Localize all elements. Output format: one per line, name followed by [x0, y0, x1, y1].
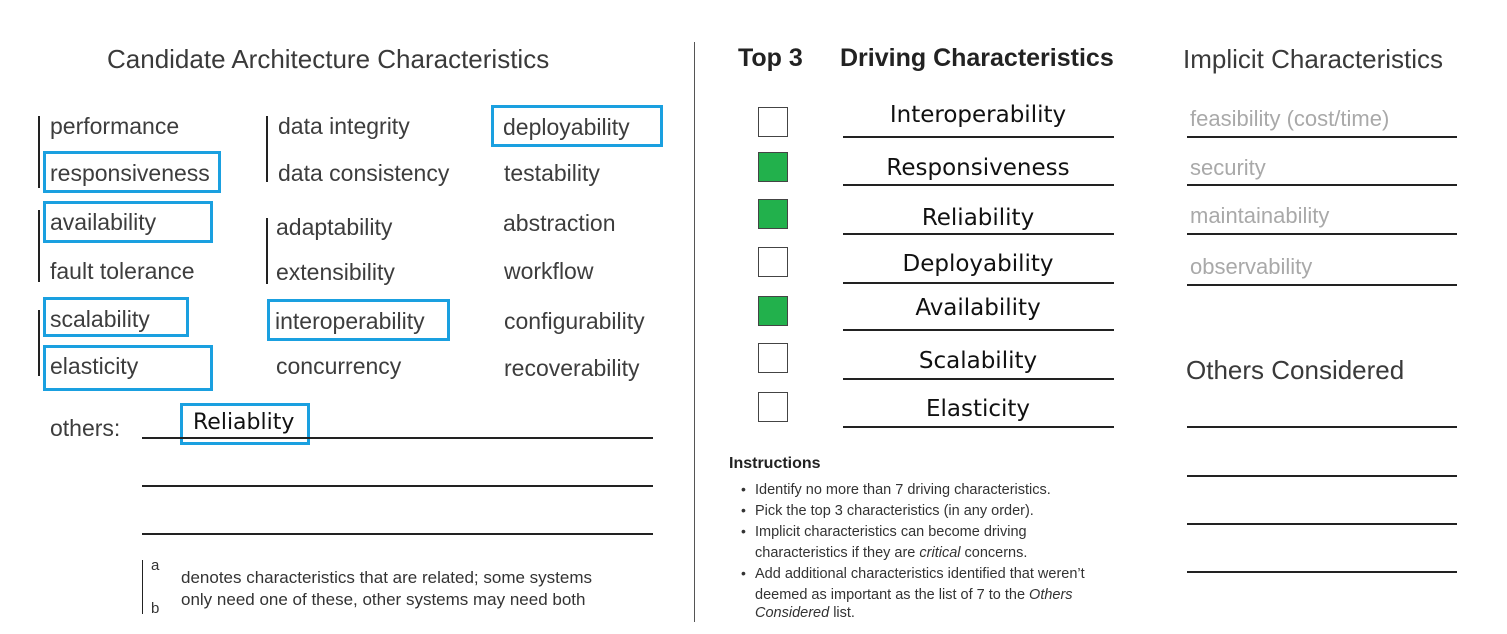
- term-interoperability: interoperability: [275, 308, 425, 334]
- section-divider: [694, 42, 695, 622]
- top3-checkbox-3[interactable]: [758, 199, 788, 229]
- highlight-scalability: [43, 297, 189, 337]
- instruction-1: Identify no more than 7 driving characte…: [755, 482, 1051, 498]
- driving-line-6: [843, 378, 1114, 380]
- term-concurrency: concurrency: [276, 353, 402, 379]
- bullet-4: •: [741, 565, 746, 581]
- related-bar-adapt-extens: [266, 218, 268, 284]
- term-performance: performance: [50, 113, 180, 139]
- driving-item-2: Responsiveness: [886, 155, 1070, 181]
- others-considered-title: Others Considered: [1186, 355, 1405, 385]
- term-abstraction: abstraction: [503, 210, 616, 236]
- implicit-title: Implicit Characteristics: [1183, 44, 1444, 74]
- term-fault-tolerance: fault tolerance: [50, 258, 195, 284]
- top3-checkbox-7[interactable]: [758, 392, 788, 422]
- top3-checkbox-2[interactable]: [758, 152, 788, 182]
- driving-line-5: [843, 329, 1114, 331]
- term-recoverability: recoverability: [504, 355, 640, 381]
- others-considered-line-1: [1187, 426, 1457, 428]
- term-extensibility: extensibility: [276, 259, 395, 285]
- term-configurability: configurability: [504, 308, 645, 334]
- bullet-1: •: [741, 481, 746, 497]
- term-data-consistency: data consistency: [278, 160, 450, 186]
- footnote-a: a: [151, 557, 160, 574]
- related-bar-avail-fault: [38, 210, 40, 282]
- implicit-line-1: [1187, 136, 1457, 138]
- others-line-3: [142, 533, 653, 535]
- footnote-bar: [142, 560, 143, 614]
- others-considered-line-3: [1187, 523, 1457, 525]
- top3-checkbox-1[interactable]: [758, 107, 788, 137]
- term-adaptability: adaptability: [276, 214, 393, 240]
- driving-line-4: [843, 282, 1114, 284]
- footnote-b: b: [151, 600, 160, 617]
- term-availability: availability: [50, 209, 157, 235]
- highlight-responsiveness: [43, 151, 221, 193]
- implicit-line-2: [1187, 184, 1457, 186]
- instructions-title: Instructions: [729, 455, 821, 472]
- instruction-2: Pick the top 3 characteristics (in any o…: [755, 503, 1034, 519]
- related-bar-scal-elast: [38, 310, 40, 376]
- top3-label: Top 3: [738, 44, 803, 72]
- top3-checkbox-4[interactable]: [758, 247, 788, 277]
- candidate-title: Candidate Architecture Characteristics: [107, 44, 550, 74]
- instruction-4-line-3: Considered list.: [755, 605, 855, 621]
- implicit-item-1: feasibility (cost/time): [1190, 106, 1390, 131]
- driving-item-4: Deployability: [902, 251, 1054, 277]
- implicit-item-3: maintainability: [1190, 203, 1330, 228]
- others-label: others:: [50, 415, 121, 441]
- highlight-elasticity: [43, 345, 213, 391]
- highlight-deployability: [491, 105, 663, 147]
- footnote-line-1: denotes characteristics that are related…: [181, 568, 593, 587]
- implicit-line-3: [1187, 233, 1457, 235]
- term-elasticity: elasticity: [50, 353, 139, 379]
- others-line-2: [142, 485, 653, 487]
- highlight-availability: [43, 201, 213, 243]
- top3-checkbox-5[interactable]: [758, 296, 788, 326]
- driving-item-3: Reliability: [921, 205, 1035, 231]
- instruction-4-line-1: Add additional characteristics identifie…: [755, 566, 1085, 582]
- driving-line-1: [843, 136, 1114, 138]
- implicit-line-4: [1187, 284, 1457, 286]
- highlight-interoperability: [267, 299, 450, 341]
- others-considered-line-2: [1187, 475, 1457, 477]
- driving-title: Driving Characteristics: [840, 44, 1114, 72]
- term-data-integrity: data integrity: [278, 113, 410, 139]
- driving-line-2: [843, 184, 1114, 186]
- driving-item-7: Elasticity: [925, 396, 1031, 422]
- related-bar-integrity-consistency: [266, 116, 268, 182]
- term-scalability: scalability: [50, 306, 150, 332]
- others-value: Reliablity: [193, 410, 295, 435]
- instruction-3-line-2: characteristics if they are critical con…: [755, 545, 1028, 561]
- term-deployability: deployability: [503, 114, 630, 140]
- related-bar-perf-resp: [38, 116, 40, 188]
- bullet-2: •: [741, 502, 746, 518]
- instruction-4-line-2: deemed as important as the list of 7 to …: [755, 587, 1073, 603]
- driving-line-7: [843, 426, 1114, 428]
- implicit-item-2: security: [1190, 155, 1266, 180]
- others-line-1: [142, 437, 653, 439]
- bullet-3: •: [741, 523, 746, 539]
- term-workflow: workflow: [504, 258, 594, 284]
- footnote-line-2: only need one of these, other systems ma…: [181, 590, 586, 609]
- driving-item-6: Scalability: [918, 348, 1038, 374]
- driving-line-3: [843, 233, 1114, 235]
- top3-checkbox-6[interactable]: [758, 343, 788, 373]
- instruction-3-line-1: Implicit characteristics can become driv…: [755, 524, 1027, 540]
- term-responsiveness: responsiveness: [50, 160, 210, 186]
- term-testability: testability: [504, 160, 600, 186]
- others-considered-line-4: [1187, 571, 1457, 573]
- implicit-item-4: observability: [1190, 254, 1313, 279]
- driving-item-1: Interoperability: [889, 102, 1067, 128]
- highlight-reliablity: [180, 403, 310, 445]
- driving-item-5: Availability: [915, 295, 1041, 321]
